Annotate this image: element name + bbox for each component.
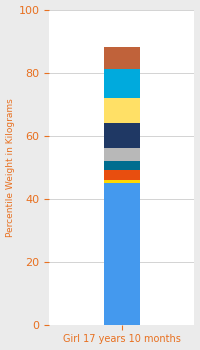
- Bar: [104, 170, 140, 180]
- Y-axis label: Percentile Weight in Kilograms: Percentile Weight in Kilograms: [6, 98, 15, 237]
- Bar: [104, 69, 140, 98]
- Bar: [104, 148, 140, 161]
- Bar: [104, 123, 140, 148]
- Bar: [104, 180, 140, 183]
- Bar: [104, 98, 140, 123]
- Bar: [104, 47, 140, 69]
- Bar: [104, 183, 140, 325]
- Bar: [104, 161, 140, 170]
